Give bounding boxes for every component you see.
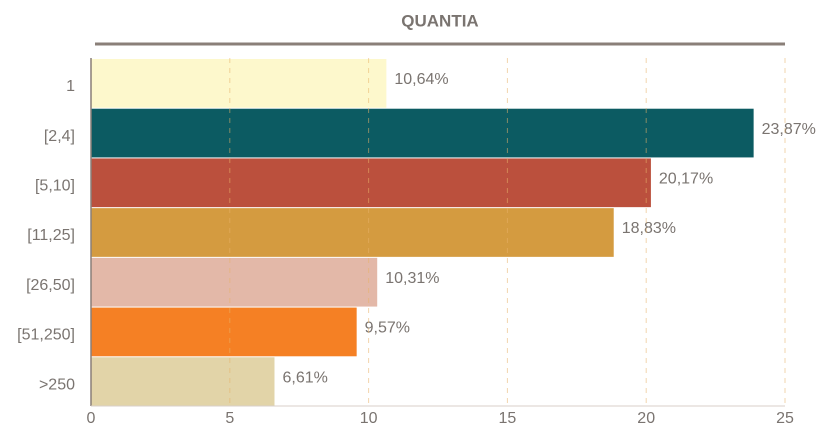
y-tick-label: 1 (66, 78, 75, 95)
bar (91, 257, 378, 307)
y-tick-label: [11,25] (27, 227, 75, 244)
value-label: 9,57% (365, 320, 410, 337)
x-tick-label: 25 (776, 410, 794, 424)
bar (91, 158, 651, 208)
y-tick-label: >250 (39, 376, 75, 393)
y-tick-label: [51,250] (17, 327, 75, 344)
value-label: 18,83% (622, 220, 676, 237)
bar (91, 357, 275, 406)
x-tick-label: 5 (225, 410, 234, 424)
y-tick-label: [2,4] (44, 128, 75, 145)
bar (91, 108, 754, 158)
chart-title: QUANTIA (401, 11, 478, 30)
x-tick-label: 20 (637, 410, 655, 424)
bar (91, 208, 614, 257)
y-tick-label: [26,50] (26, 277, 75, 294)
value-label: 10,64% (394, 71, 448, 88)
value-label: 23,87% (762, 121, 816, 138)
bar (91, 59, 387, 108)
value-label: 6,61% (282, 369, 327, 386)
bar (91, 307, 357, 357)
y-tick-label: [5,10] (35, 178, 75, 195)
value-label: 20,17% (659, 171, 713, 188)
x-tick-label: 15 (499, 410, 517, 424)
x-tick-label: 10 (360, 410, 378, 424)
x-tick-label: 0 (87, 410, 96, 424)
value-label: 10,31% (385, 270, 439, 287)
